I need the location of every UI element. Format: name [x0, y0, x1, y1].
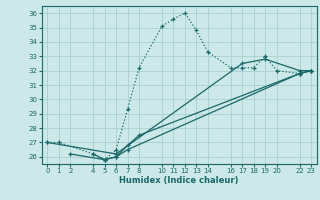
X-axis label: Humidex (Indice chaleur): Humidex (Indice chaleur): [119, 176, 239, 185]
